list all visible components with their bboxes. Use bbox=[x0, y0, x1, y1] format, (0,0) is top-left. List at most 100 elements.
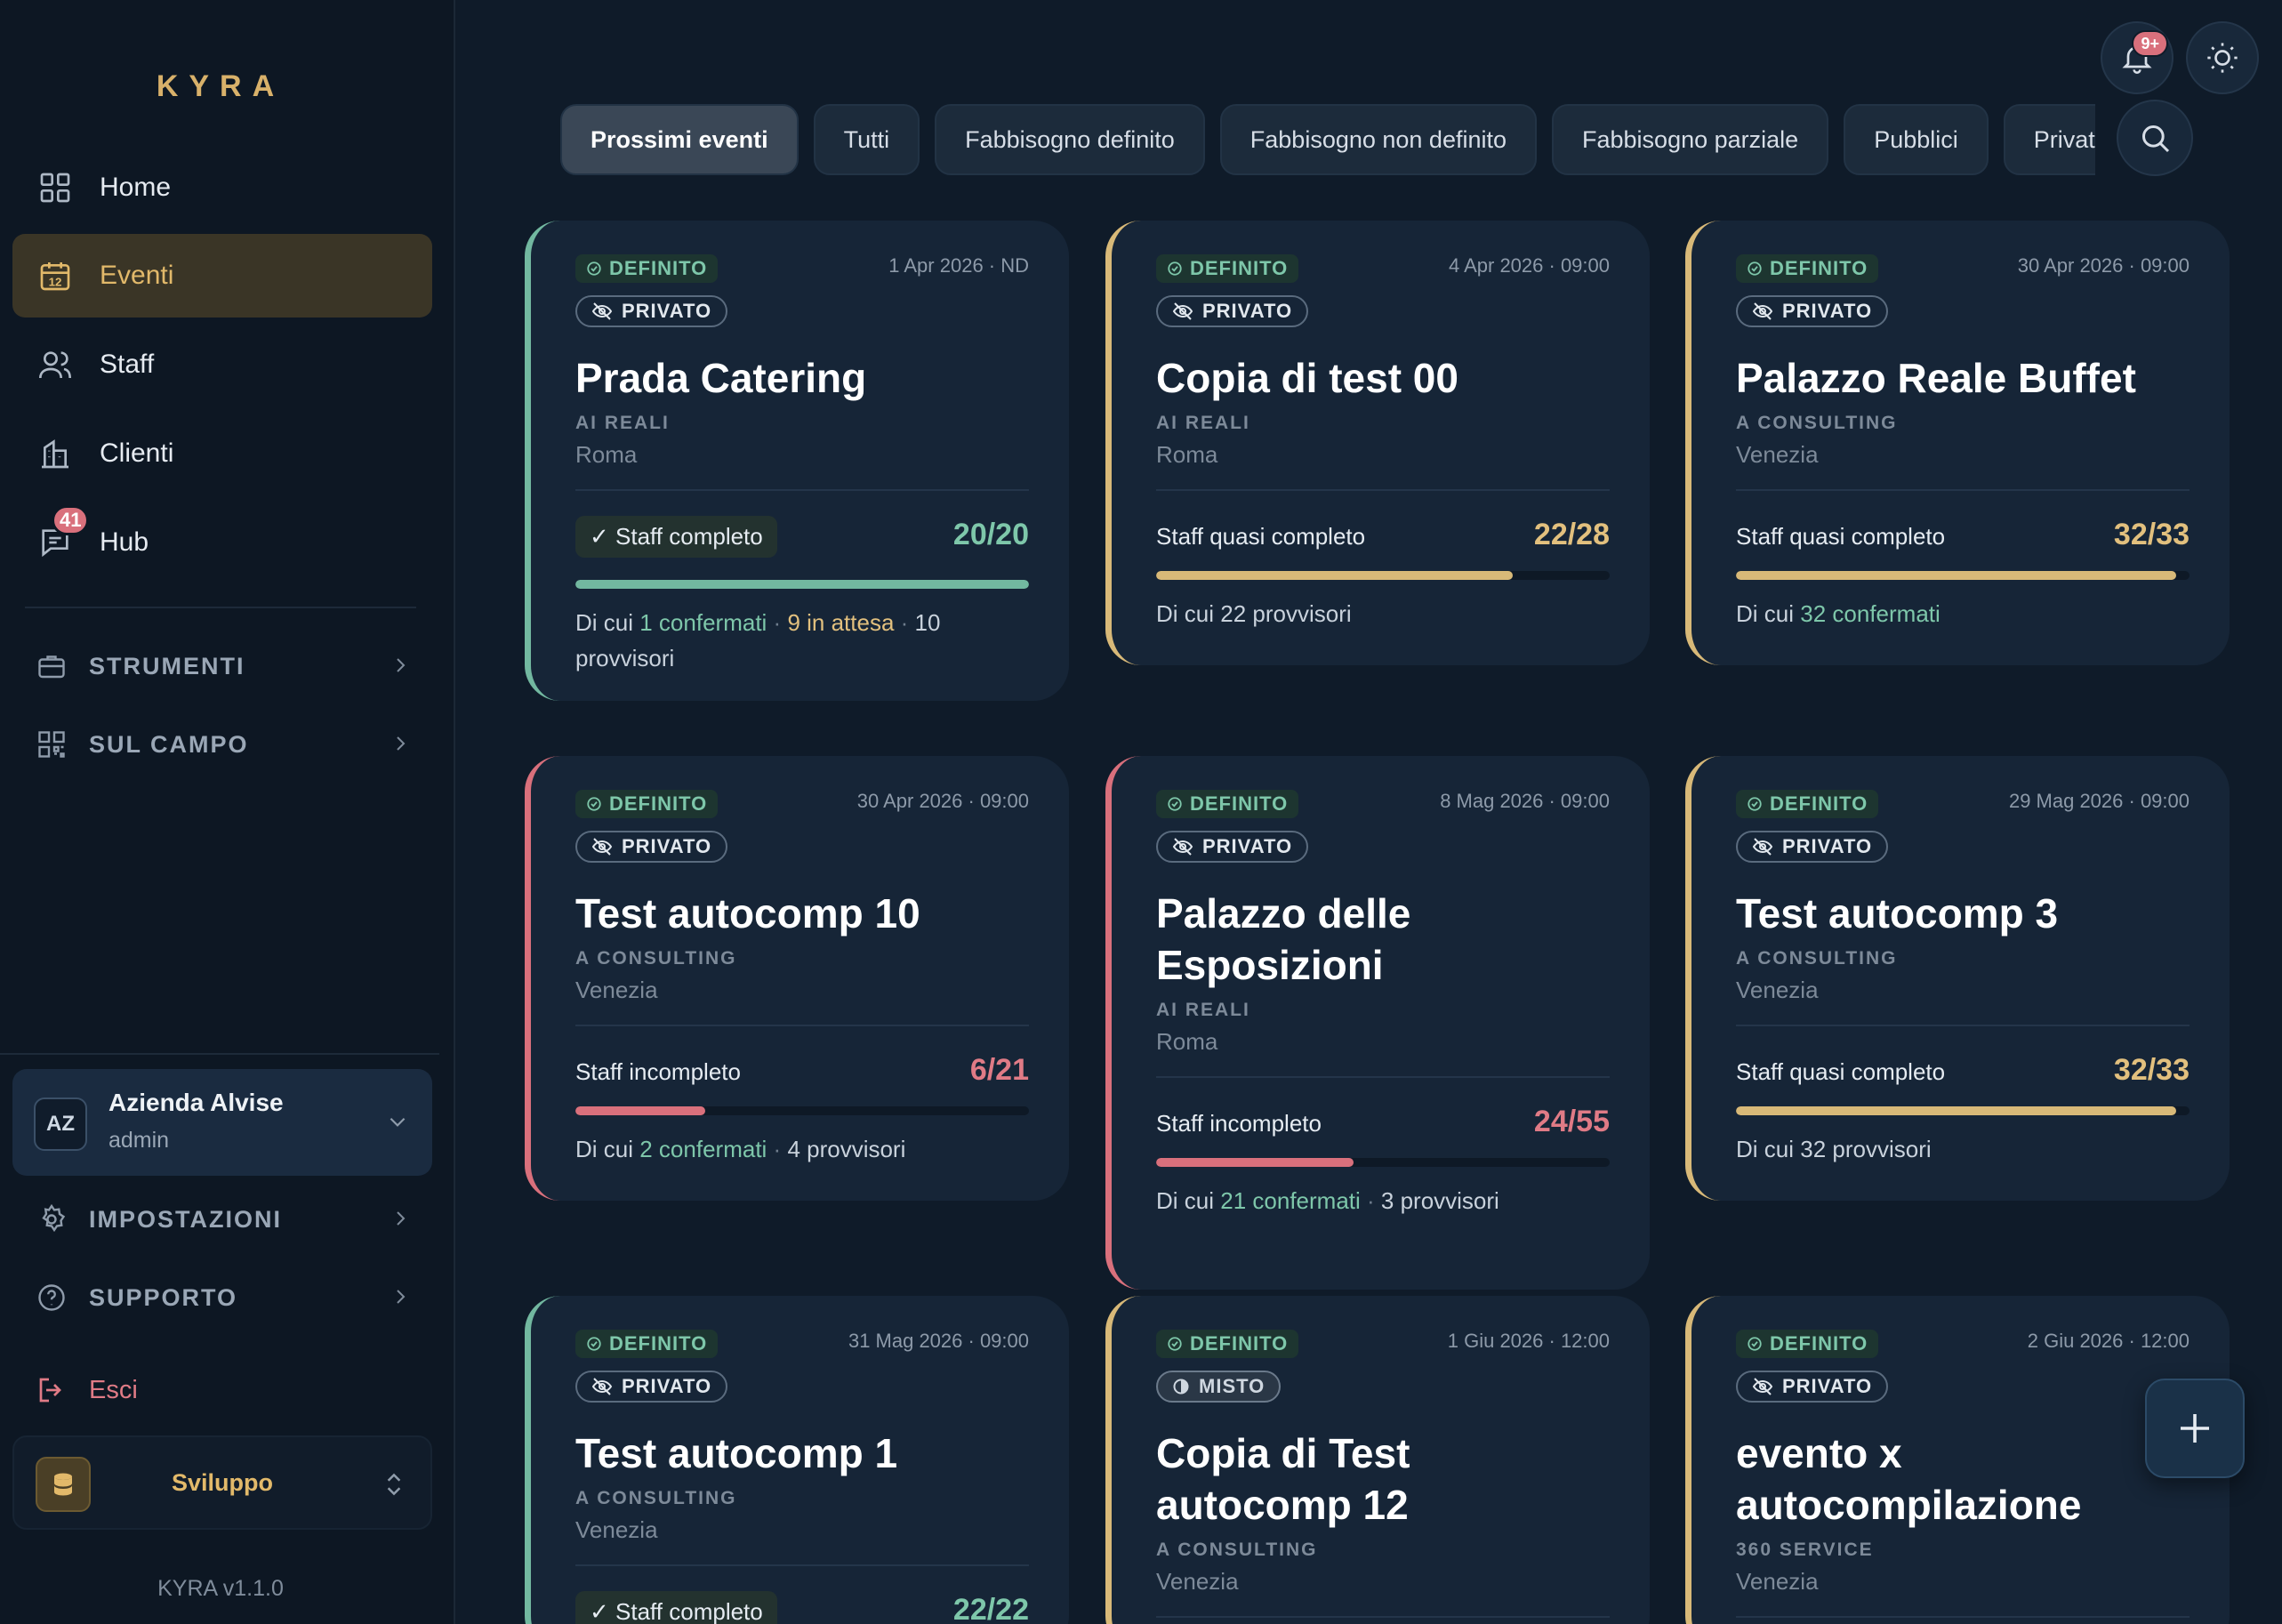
filter-chip-definito[interactable]: Fabbisogno definito bbox=[935, 104, 1205, 175]
event-card[interactable]: DEFINITO PRIVATO 8 Mag 2026 · 09:00 Pala… bbox=[1105, 756, 1650, 1290]
visibility-badge: PRIVATO bbox=[1736, 295, 1889, 327]
event-client: A CONSULTING bbox=[1736, 948, 1898, 969]
card-divider bbox=[1156, 1076, 1610, 1078]
staff-progress-bar bbox=[1736, 1106, 2190, 1115]
filter-chip-parziale[interactable]: Fabbisogno parziale bbox=[1552, 104, 1829, 175]
environment-switcher[interactable]: Sviluppo bbox=[12, 1435, 432, 1530]
event-card[interactable]: DEFINITO PRIVATO 1 Apr 2026 · ND Prada C… bbox=[525, 221, 1069, 701]
event-card[interactable]: DEFINITO PRIVATO 31 Mag 2026 · 09:00 Tes… bbox=[525, 1296, 1069, 1624]
event-title: Test autocomp 10 bbox=[575, 890, 920, 937]
theme-toggle-button[interactable] bbox=[2186, 21, 2259, 94]
visibility-badge: PRIVATO bbox=[1156, 295, 1309, 327]
event-city: Venezia bbox=[1736, 1568, 1819, 1595]
status-badge: DEFINITO bbox=[575, 1330, 719, 1358]
staff-detail: Di cui 2 confermati · 4 provvisori bbox=[575, 1131, 1029, 1167]
staff-status: Staff incompleto bbox=[575, 1058, 741, 1085]
section-strumenti[interactable]: STRUMENTI bbox=[12, 635, 432, 697]
event-client: AI REALI bbox=[1156, 413, 1250, 433]
eye-off-icon bbox=[1172, 838, 1193, 856]
nav-label: Hub bbox=[100, 527, 149, 557]
event-date: 30 Apr 2026 · 09:00 bbox=[2017, 254, 2190, 277]
event-client: A CONSULTING bbox=[1736, 413, 1898, 433]
status-badge: DEFINITO bbox=[1736, 254, 1879, 283]
filter-bar: Prossimi eventi Tutti Fabbisogno definit… bbox=[560, 104, 2095, 175]
nav-hub[interactable]: 41 Hub bbox=[12, 501, 432, 584]
nav-home[interactable]: Home bbox=[12, 146, 432, 229]
eye-off-icon bbox=[591, 1378, 613, 1395]
visibility-label: PRIVATO bbox=[622, 1375, 712, 1397]
visibility-label: PRIVATO bbox=[1782, 835, 1873, 857]
eye-off-icon bbox=[1752, 838, 1773, 856]
event-title: Test autocomp 3 bbox=[1736, 890, 2059, 937]
section-sul-campo[interactable]: SUL CAMPO bbox=[12, 713, 432, 776]
section-supporto[interactable]: SUPPORTO bbox=[12, 1266, 432, 1329]
staff-progress-bar bbox=[575, 580, 1029, 589]
environment-label: Sviluppo bbox=[172, 1469, 273, 1496]
eye-off-icon bbox=[1752, 302, 1773, 320]
event-title: Prada Catering bbox=[575, 355, 867, 401]
staff-detail-part: Di cui bbox=[575, 1136, 640, 1162]
chevron-right-icon bbox=[397, 736, 406, 751]
check-circle-icon bbox=[1748, 261, 1762, 276]
staff-status: Staff quasi completo bbox=[1736, 1058, 1946, 1085]
event-card[interactable]: DEFINITO MISTO 1 Giu 2026 · 12:00 Copia … bbox=[1105, 1296, 1650, 1624]
briefcase-icon bbox=[36, 648, 71, 684]
sun-icon bbox=[2207, 43, 2238, 73]
eye-off-icon bbox=[591, 302, 613, 320]
nav-label: Eventi bbox=[100, 261, 174, 290]
status-badge-label: DEFINITO bbox=[1770, 792, 1868, 815]
calendar-icon: 12 bbox=[36, 256, 75, 295]
event-date: 4 Apr 2026 · 09:00 bbox=[1448, 254, 1610, 277]
event-title: Copia di Test autocomp 12 bbox=[1156, 1430, 1410, 1528]
staff-count: 20/20 bbox=[952, 518, 1029, 551]
card-divider bbox=[575, 1564, 1029, 1566]
nav-staff[interactable]: Staff bbox=[12, 323, 432, 406]
event-meta: A CONSULTING Venezia bbox=[1736, 413, 2190, 469]
notifications-button[interactable]: 9+ bbox=[2101, 21, 2174, 94]
logout-button[interactable]: Esci bbox=[12, 1359, 432, 1421]
staff-progress-fill bbox=[1736, 1106, 2176, 1115]
section-label: IMPOSTAZIONI bbox=[89, 1205, 282, 1233]
event-meta: A CONSULTING Venezia bbox=[575, 948, 1029, 1004]
section-impostazioni[interactable]: IMPOSTAZIONI bbox=[12, 1188, 432, 1250]
check-circle-icon bbox=[1168, 1337, 1182, 1351]
filter-chip-prossimi[interactable]: Prossimi eventi bbox=[560, 104, 799, 175]
event-card[interactable]: DEFINITO PRIVATO 30 Apr 2026 · 09:00 Pal… bbox=[1685, 221, 2230, 665]
hub-badge: 41 bbox=[52, 505, 90, 535]
filter-chip-non-definito[interactable]: Fabbisogno non definito bbox=[1219, 104, 1538, 175]
event-card[interactable]: DEFINITO PRIVATO 30 Apr 2026 · 09:00 Tes… bbox=[525, 756, 1069, 1201]
sidebar: KYRA Home 12 Eventi Staff Clienti 41 Hub bbox=[0, 0, 455, 1624]
svg-text:12: 12 bbox=[49, 276, 62, 289]
staff-progress-fill bbox=[1156, 1158, 1354, 1167]
search-icon bbox=[2142, 125, 2170, 153]
event-client: A CONSULTING bbox=[575, 948, 737, 969]
add-event-button[interactable] bbox=[2145, 1379, 2245, 1478]
filter-chip-privati[interactable]: Privat bbox=[2003, 104, 2095, 175]
account-switcher[interactable]: AZ Azienda Alvise admin bbox=[12, 1069, 432, 1176]
status-badge: DEFINITO bbox=[1736, 1330, 1879, 1358]
event-card[interactable]: DEFINITO PRIVATO 29 Mag 2026 · 09:00 Tes… bbox=[1685, 756, 2230, 1201]
status-badge-label: DEFINITO bbox=[609, 1332, 708, 1355]
event-client: 360 SERVICE bbox=[1736, 1540, 1874, 1560]
event-card[interactable]: DEFINITO PRIVATO 2 Giu 2026 · 12:00 even… bbox=[1685, 1296, 2230, 1624]
status-badge-label: DEFINITO bbox=[609, 257, 708, 279]
chevron-right-icon bbox=[397, 1211, 406, 1226]
search-button[interactable] bbox=[2117, 100, 2193, 176]
visibility-badge: PRIVATO bbox=[575, 831, 728, 863]
staff-detail: Di cui 32 provvisori bbox=[1736, 1131, 2190, 1167]
event-title: Copia di test 00 bbox=[1156, 355, 1458, 401]
filter-chip-pubblici[interactable]: Pubblici bbox=[1844, 104, 1989, 175]
visibility-badge: PRIVATO bbox=[1736, 831, 1889, 863]
event-card[interactable]: DEFINITO PRIVATO 4 Apr 2026 · 09:00 Copi… bbox=[1105, 221, 1650, 665]
check-circle-icon bbox=[587, 797, 601, 811]
logout-label: Esci bbox=[89, 1375, 138, 1404]
staff-detail-part: · bbox=[894, 609, 915, 636]
filter-chip-tutti[interactable]: Tutti bbox=[813, 104, 920, 175]
sidebar-divider bbox=[25, 607, 416, 608]
nav-eventi[interactable]: 12 Eventi bbox=[12, 234, 432, 318]
nav-clienti[interactable]: Clienti bbox=[12, 412, 432, 495]
staff-detail-part: 1 confermati bbox=[639, 609, 767, 636]
staff-progress-fill bbox=[575, 580, 1029, 589]
event-client: AI REALI bbox=[575, 413, 670, 433]
staff-count: 6/21 bbox=[969, 1053, 1029, 1087]
